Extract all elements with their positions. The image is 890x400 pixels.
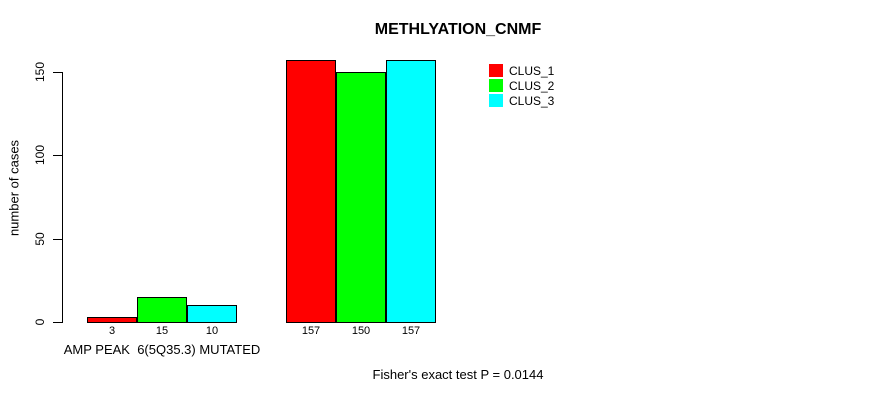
legend-swatch bbox=[489, 94, 503, 107]
bar bbox=[336, 72, 386, 323]
fisher-test-annotation: Fisher's exact test P = 0.0144 bbox=[372, 367, 544, 382]
bar bbox=[286, 60, 336, 323]
legend-swatch bbox=[489, 64, 503, 77]
y-tick bbox=[53, 155, 62, 157]
bar bbox=[187, 305, 237, 323]
y-tick bbox=[53, 238, 62, 240]
bar-value-label: 10 bbox=[205, 325, 219, 337]
y-tick-label: 0 bbox=[33, 318, 47, 326]
bar-value-label: 150 bbox=[351, 325, 371, 337]
legend-swatch bbox=[489, 79, 503, 92]
bar-value-label: 3 bbox=[108, 325, 116, 337]
legend-label: CLUS_3 bbox=[509, 93, 555, 108]
legend-item: CLUS_1 bbox=[489, 63, 555, 78]
chart-title: METHLYATION_CNMF bbox=[374, 21, 542, 38]
bar-value-label: 15 bbox=[155, 325, 169, 337]
bar-value-label: 157 bbox=[301, 325, 321, 337]
y-tick-label: 50 bbox=[33, 231, 47, 246]
bar bbox=[137, 297, 187, 323]
legend-item: CLUS_3 bbox=[489, 93, 555, 108]
legend-label: CLUS_1 bbox=[509, 63, 555, 78]
bar-value-label: 157 bbox=[401, 325, 421, 337]
group-label: AMP PEAK 6(5Q35.3) MUTATED bbox=[63, 342, 261, 357]
legend-label: CLUS_2 bbox=[509, 78, 555, 93]
y-axis-line bbox=[62, 72, 63, 323]
y-tick bbox=[53, 72, 62, 73]
bar bbox=[87, 317, 137, 323]
y-tick bbox=[53, 322, 62, 323]
bar bbox=[386, 60, 436, 323]
y-tick-label: 150 bbox=[33, 61, 47, 83]
y-tick-label: 100 bbox=[33, 145, 47, 166]
legend-item: CLUS_2 bbox=[489, 78, 555, 93]
y-axis-label: number of cases bbox=[6, 139, 22, 237]
